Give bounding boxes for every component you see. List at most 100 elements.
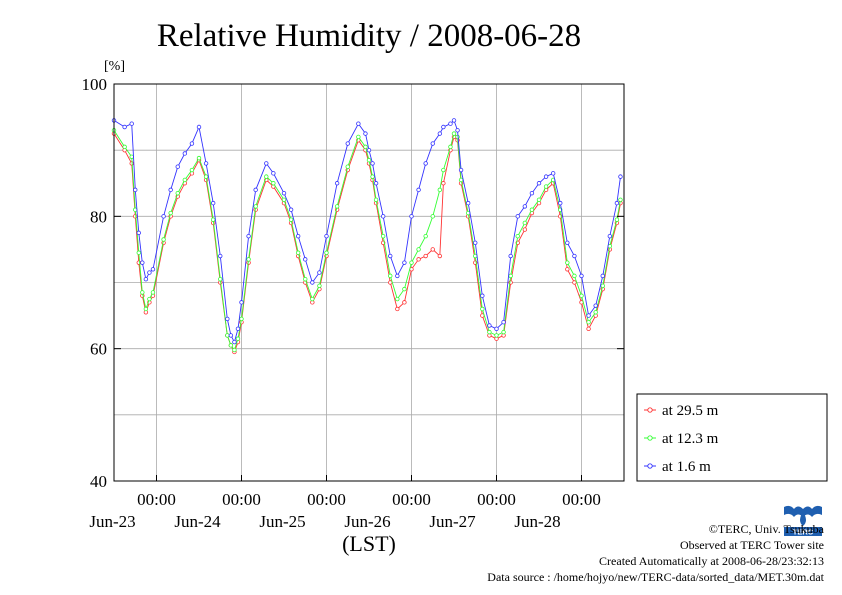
data-point <box>529 207 535 212</box>
data-point <box>175 164 180 169</box>
data-point <box>536 197 542 202</box>
series-1 <box>111 131 623 355</box>
legend-swatch-marker <box>647 407 653 413</box>
data-point <box>614 217 620 222</box>
legend-box <box>636 393 828 482</box>
legend-label: at 29.5 m <box>662 403 719 419</box>
data-point <box>295 250 301 255</box>
data-point <box>593 303 598 308</box>
x-tick-time: 00:00 <box>222 490 261 509</box>
data-point <box>281 197 287 202</box>
data-point <box>136 250 141 255</box>
data-point <box>196 124 202 130</box>
data-point <box>409 214 414 219</box>
data-point <box>203 161 209 166</box>
data-point <box>288 207 294 212</box>
data-point <box>175 190 180 196</box>
x-tick-date: Jun-28 <box>514 512 560 531</box>
data-point <box>536 181 542 186</box>
series-2 <box>111 128 623 353</box>
data-point <box>228 343 234 348</box>
data-point <box>370 161 375 166</box>
data-point <box>271 181 276 186</box>
data-point <box>448 121 453 126</box>
data-point <box>572 273 577 279</box>
data-point <box>494 333 499 338</box>
data-point <box>465 200 471 206</box>
x-tick-time: 00:00 <box>307 490 346 509</box>
data-point <box>232 347 237 353</box>
data-point <box>380 233 386 239</box>
x-tick-date: Jun-27 <box>429 512 476 531</box>
data-point <box>423 161 428 166</box>
data-point <box>303 257 308 262</box>
data-point <box>501 320 506 325</box>
x-tick-date: Jun-26 <box>344 512 390 531</box>
data-point <box>235 336 241 341</box>
terc-logo: TERC <box>782 503 824 537</box>
legend: at 29.5 m at 12.3 m at 1.6 m <box>636 393 828 482</box>
data-point <box>253 187 258 193</box>
y-tick-label: 80 <box>90 207 107 226</box>
data-point <box>416 257 421 262</box>
data-point <box>473 240 478 245</box>
data-point <box>416 247 421 252</box>
y-axis-label: [%] <box>104 59 125 74</box>
data-point <box>543 184 549 189</box>
data-point <box>543 174 549 179</box>
data-point <box>129 154 134 159</box>
data-point <box>143 306 149 312</box>
data-point <box>618 197 623 202</box>
data-point <box>402 286 407 292</box>
x-tick-date: Jun-25 <box>259 512 305 531</box>
series-line <box>113 133 621 354</box>
y-tick-label: 40 <box>90 472 107 491</box>
data-point <box>210 217 216 222</box>
data-point <box>271 171 276 176</box>
x-ticks: 00:00Jun-2300:00Jun-2400:00Jun-2500:00Ju… <box>89 475 601 531</box>
data-point <box>324 250 329 255</box>
data-point <box>600 283 605 289</box>
footer: ©TERC, Univ. Tsukuba Observed at TERC To… <box>487 521 824 585</box>
data-point <box>395 273 400 279</box>
plot-area-frame <box>113 83 625 482</box>
data-point <box>480 293 485 298</box>
data-point <box>140 260 145 265</box>
x-tick-date: Jun-24 <box>174 512 221 531</box>
data-point <box>310 296 315 302</box>
data-point <box>225 333 230 338</box>
data-point <box>423 253 428 259</box>
data-point <box>150 267 156 272</box>
data-point <box>572 253 577 259</box>
data-point <box>430 247 435 252</box>
data-point <box>143 276 149 282</box>
data-point <box>345 164 350 169</box>
data-point <box>416 187 421 193</box>
data-point <box>572 280 577 285</box>
data-point <box>196 155 202 161</box>
data-point <box>168 187 173 193</box>
data-point <box>253 204 258 209</box>
data-point <box>437 187 443 193</box>
data-point <box>218 276 223 282</box>
data-point <box>356 134 361 140</box>
data-point <box>614 200 620 206</box>
data-point <box>370 174 375 179</box>
data-point <box>140 290 145 295</box>
data-point <box>402 260 407 265</box>
footer-observed: Observed at TERC Tower site <box>679 538 824 552</box>
data-point <box>388 253 393 259</box>
data-point <box>380 214 386 219</box>
data-point <box>388 273 393 279</box>
data-point <box>508 253 513 259</box>
data-point <box>508 273 513 279</box>
data-point <box>522 220 528 226</box>
data-point <box>288 217 294 222</box>
data-point <box>246 257 251 262</box>
data-point <box>168 210 173 216</box>
data-point <box>232 339 237 345</box>
x-tick-time: 00:00 <box>562 490 601 509</box>
data-point <box>203 174 209 179</box>
data-point <box>264 161 269 166</box>
x-tick-time: 00:00 <box>477 490 516 509</box>
